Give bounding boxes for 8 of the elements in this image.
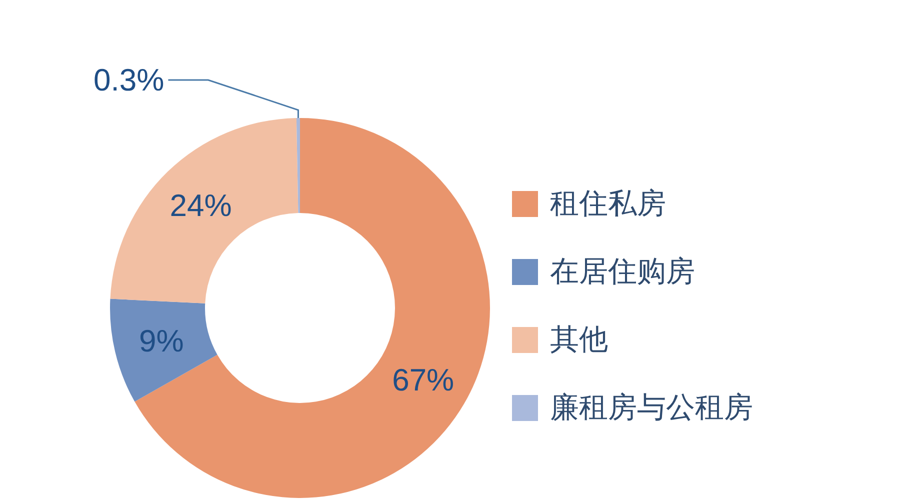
legend-label: 其他 bbox=[550, 324, 608, 356]
data-label: 24% bbox=[170, 188, 232, 224]
legend-label: 在居住购房 bbox=[550, 256, 695, 288]
legend-label: 廉租房与公租房 bbox=[550, 392, 753, 424]
data-label: 9% bbox=[138, 323, 184, 358]
data-label: 0.3% bbox=[94, 62, 164, 98]
data-label: 67% bbox=[392, 362, 454, 398]
legend-label: 租住私房 bbox=[550, 188, 666, 220]
